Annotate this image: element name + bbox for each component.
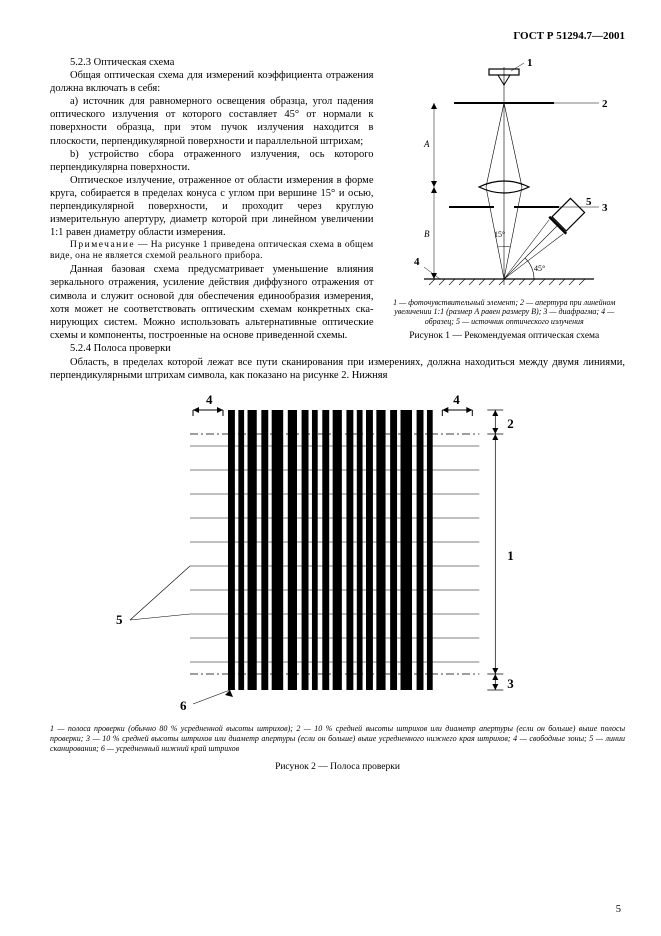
fig1-dim-A: A xyxy=(423,139,430,149)
two-column-layout: 5.2.3 Оптическая схема Общая оптическая … xyxy=(50,56,625,343)
page: ГОСТ Р 51294.7—2001 5.2.3 Оптическая схе… xyxy=(0,0,661,936)
fig1-label-3: 3 xyxy=(602,202,608,214)
section-5-2-4-title: 5.2.4 Полоса проверки xyxy=(50,342,625,355)
left-column: 5.2.3 Оптическая схема Общая оптическая … xyxy=(50,56,374,343)
figure-1-svg: 1 2 3 4 5 15° 45° A B xyxy=(394,57,614,295)
fig1-label-2: 2 xyxy=(602,98,608,110)
svg-text:2: 2 xyxy=(507,416,514,431)
fig1-dim-B: B xyxy=(424,229,430,239)
note-label: Примечание xyxy=(70,240,135,250)
fig1-label-1: 1 xyxy=(527,57,533,69)
fig1-label-5: 5 xyxy=(586,196,592,208)
section-5-2-4-para-1: Область, в пределах которой лежат все пу… xyxy=(50,356,625,382)
section-5-2-3-title: 5.2.3 Оптическая схема xyxy=(50,56,374,69)
svg-text:5: 5 xyxy=(116,612,123,627)
figure-1-legend-text: 1 — фоточувствительный элемент; 2 — апер… xyxy=(393,298,615,326)
section-5-2-3-para-1: Оптическое излучение, отраженное от обла… xyxy=(50,174,374,240)
figure-2-legend-text: 1 — полоса проверки (обычно 80 % усредне… xyxy=(50,724,625,753)
svg-text:4: 4 xyxy=(206,392,213,407)
section-5-2-3-item-a: a) источник для равномерного освещения о… xyxy=(50,95,374,148)
fig1-angle-15: 15° xyxy=(494,230,505,239)
svg-text:6: 6 xyxy=(180,698,187,713)
page-number: 5 xyxy=(616,903,621,916)
right-column: 1 2 3 4 5 15° 45° A B 1 — фоточувствител… xyxy=(384,56,626,343)
svg-text:3: 3 xyxy=(507,676,514,691)
figure-2-svg: 4 4 2 1 3 5 6 xyxy=(98,388,578,718)
after-figure-text: 5.2.4 Полоса проверки Область, в предела… xyxy=(50,342,625,381)
figure-2-title: Рисунок 2 — Полоса проверки xyxy=(50,762,625,774)
fig1-label-4: 4 xyxy=(414,256,420,268)
figure-1-diagram: 1 2 3 4 5 15° 45° A B xyxy=(384,56,626,296)
figure-2-legend: 1 — полоса проверки (обычно 80 % усредне… xyxy=(50,724,625,754)
figure-2-container: 4 4 2 1 3 5 6 xyxy=(50,388,625,718)
figure-1-title: Рисунок 1 — Рекомендуемая оптическая схе… xyxy=(384,331,626,343)
svg-text:1: 1 xyxy=(507,548,514,563)
svg-text:4: 4 xyxy=(453,392,460,407)
section-5-2-3-item-b: b) устройство сбора отраженного излучени… xyxy=(50,148,374,174)
section-5-2-3-intro: Общая оптическая схема для измерений коэ… xyxy=(50,69,374,95)
figure-1-legend: 1 — фоточувствительный элемент; 2 — апер… xyxy=(384,298,626,327)
header-standard-code: ГОСТ Р 51294.7—2001 xyxy=(50,30,625,44)
fig1-angle-45: 45° xyxy=(534,264,545,273)
section-5-2-3-para-2: Данная базовая схема предусматривает уме… xyxy=(50,263,374,342)
section-5-2-3-note: Примечание — На рисунке 1 приведена опти… xyxy=(50,240,374,264)
